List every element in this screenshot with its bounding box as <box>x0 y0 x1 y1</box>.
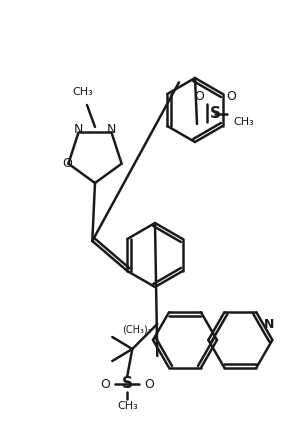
Text: O: O <box>194 90 204 103</box>
Text: CH₃: CH₃ <box>73 87 93 97</box>
Text: CH₃: CH₃ <box>233 117 254 127</box>
Text: N: N <box>107 123 116 136</box>
Text: O: O <box>226 90 236 103</box>
Text: O: O <box>100 378 110 391</box>
Text: S: S <box>122 376 133 392</box>
Text: O: O <box>144 378 154 391</box>
Text: N: N <box>74 123 83 136</box>
Text: S: S <box>210 107 220 121</box>
Text: O: O <box>62 157 72 170</box>
Text: N: N <box>264 318 274 331</box>
Text: CH₃: CH₃ <box>117 401 138 411</box>
Text: (CH₃)₂: (CH₃)₂ <box>122 324 152 334</box>
